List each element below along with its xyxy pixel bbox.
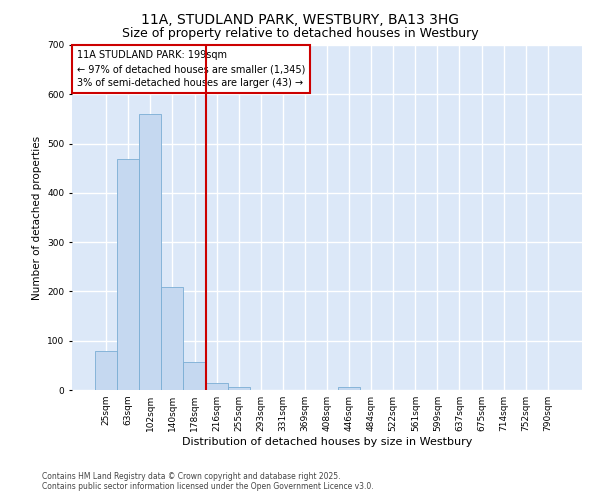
Bar [95, 350, 117, 390]
Y-axis label: Number of detached properties: Number of detached properties [32, 136, 41, 300]
Bar [184, 362, 206, 390]
Text: Contains public sector information licensed under the Open Government Licence v3: Contains public sector information licen… [42, 482, 374, 491]
Bar [139, 114, 161, 390]
Bar [338, 386, 360, 390]
Bar [161, 288, 184, 390]
X-axis label: Distribution of detached houses by size in Westbury: Distribution of detached houses by size … [182, 437, 472, 447]
Text: Contains HM Land Registry data © Crown copyright and database right 2025.: Contains HM Land Registry data © Crown c… [42, 472, 341, 481]
Text: Size of property relative to detached houses in Westbury: Size of property relative to detached ho… [122, 28, 478, 40]
Bar [227, 386, 250, 390]
Text: 11A STUDLAND PARK: 199sqm
← 97% of detached houses are smaller (1,345)
3% of sem: 11A STUDLAND PARK: 199sqm ← 97% of detac… [77, 50, 305, 88]
Text: 11A, STUDLAND PARK, WESTBURY, BA13 3HG: 11A, STUDLAND PARK, WESTBURY, BA13 3HG [141, 12, 459, 26]
Bar [206, 382, 227, 390]
Bar [117, 160, 139, 390]
